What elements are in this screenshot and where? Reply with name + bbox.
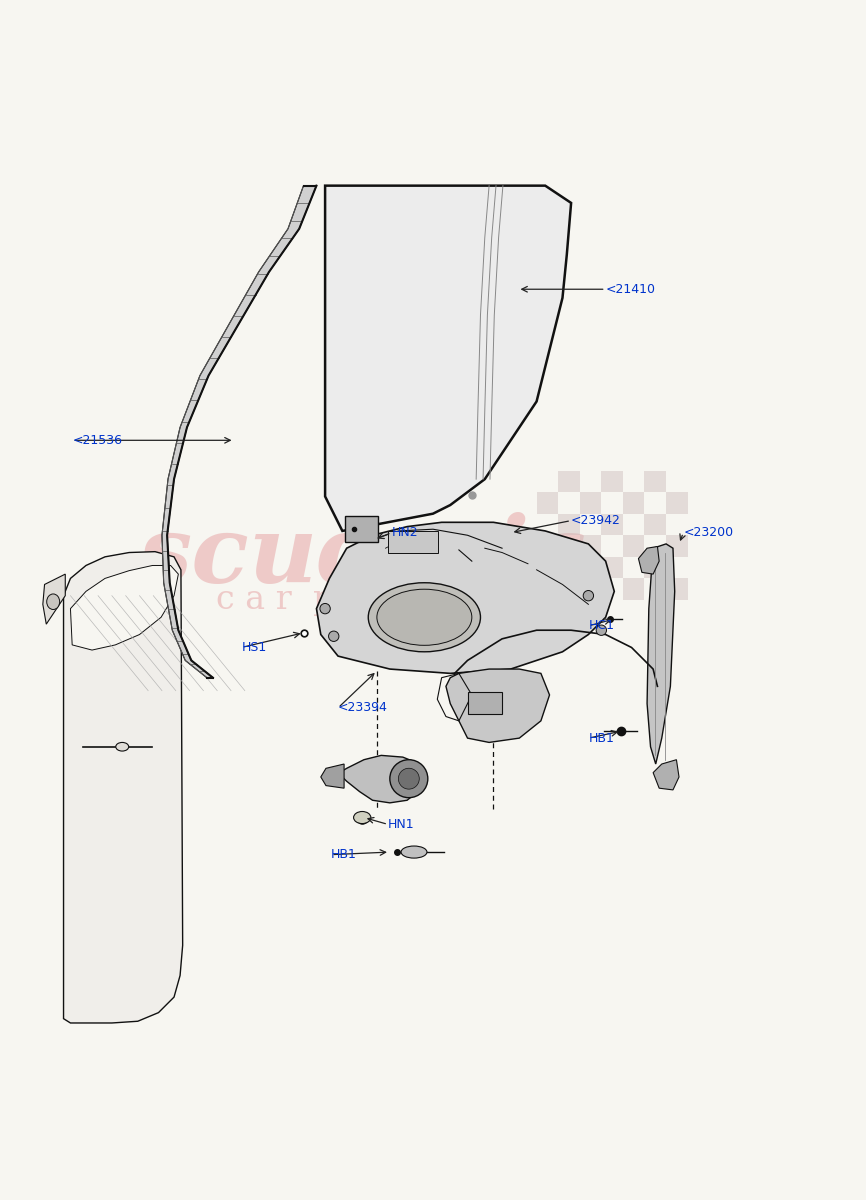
Bar xyxy=(579,492,601,514)
Text: <21536: <21536 xyxy=(72,434,122,446)
Bar xyxy=(666,535,688,557)
Text: HB1: HB1 xyxy=(331,848,357,862)
Bar xyxy=(601,514,623,535)
Polygon shape xyxy=(647,544,675,764)
Ellipse shape xyxy=(328,631,339,642)
Polygon shape xyxy=(638,546,659,574)
Bar xyxy=(623,535,644,557)
Text: HB1: HB1 xyxy=(588,732,614,745)
Bar xyxy=(559,514,579,535)
Polygon shape xyxy=(63,552,183,1022)
Bar xyxy=(468,692,502,714)
Ellipse shape xyxy=(390,760,428,798)
Polygon shape xyxy=(342,755,424,803)
Ellipse shape xyxy=(320,604,330,614)
Text: HS1: HS1 xyxy=(242,641,267,654)
Bar xyxy=(537,578,559,600)
Ellipse shape xyxy=(47,594,60,610)
Polygon shape xyxy=(42,574,65,624)
Bar xyxy=(644,514,666,535)
Bar xyxy=(537,492,559,514)
Ellipse shape xyxy=(377,589,472,646)
Ellipse shape xyxy=(596,625,606,635)
Polygon shape xyxy=(653,760,679,790)
Polygon shape xyxy=(325,186,571,530)
Bar xyxy=(559,470,579,492)
Bar xyxy=(559,557,579,578)
Bar xyxy=(644,470,666,492)
Ellipse shape xyxy=(401,846,427,858)
Bar xyxy=(666,578,688,600)
Bar xyxy=(345,516,378,542)
Bar xyxy=(623,578,644,600)
Polygon shape xyxy=(70,565,178,650)
Ellipse shape xyxy=(353,811,371,823)
Polygon shape xyxy=(320,764,344,788)
Polygon shape xyxy=(162,186,316,678)
Bar xyxy=(537,535,559,557)
Bar xyxy=(601,470,623,492)
Text: <21410: <21410 xyxy=(605,283,656,295)
Text: <23942: <23942 xyxy=(571,514,621,527)
Bar xyxy=(623,492,644,514)
Text: HN2: HN2 xyxy=(391,526,418,539)
Bar xyxy=(666,492,688,514)
Text: <23394: <23394 xyxy=(338,702,388,714)
Text: scuderia: scuderia xyxy=(138,512,591,602)
Text: HN1: HN1 xyxy=(388,818,415,830)
Text: <23200: <23200 xyxy=(683,526,734,539)
Text: c a r  p a r t s: c a r p a r t s xyxy=(216,584,443,616)
Bar xyxy=(644,557,666,578)
Ellipse shape xyxy=(398,768,419,790)
Ellipse shape xyxy=(368,583,481,652)
Bar xyxy=(601,557,623,578)
Polygon shape xyxy=(446,670,550,743)
Bar xyxy=(579,578,601,600)
Ellipse shape xyxy=(116,743,129,751)
Polygon shape xyxy=(316,522,614,673)
Bar xyxy=(579,535,601,557)
Bar xyxy=(388,530,438,552)
Text: HC1: HC1 xyxy=(588,619,614,632)
Ellipse shape xyxy=(583,590,593,601)
